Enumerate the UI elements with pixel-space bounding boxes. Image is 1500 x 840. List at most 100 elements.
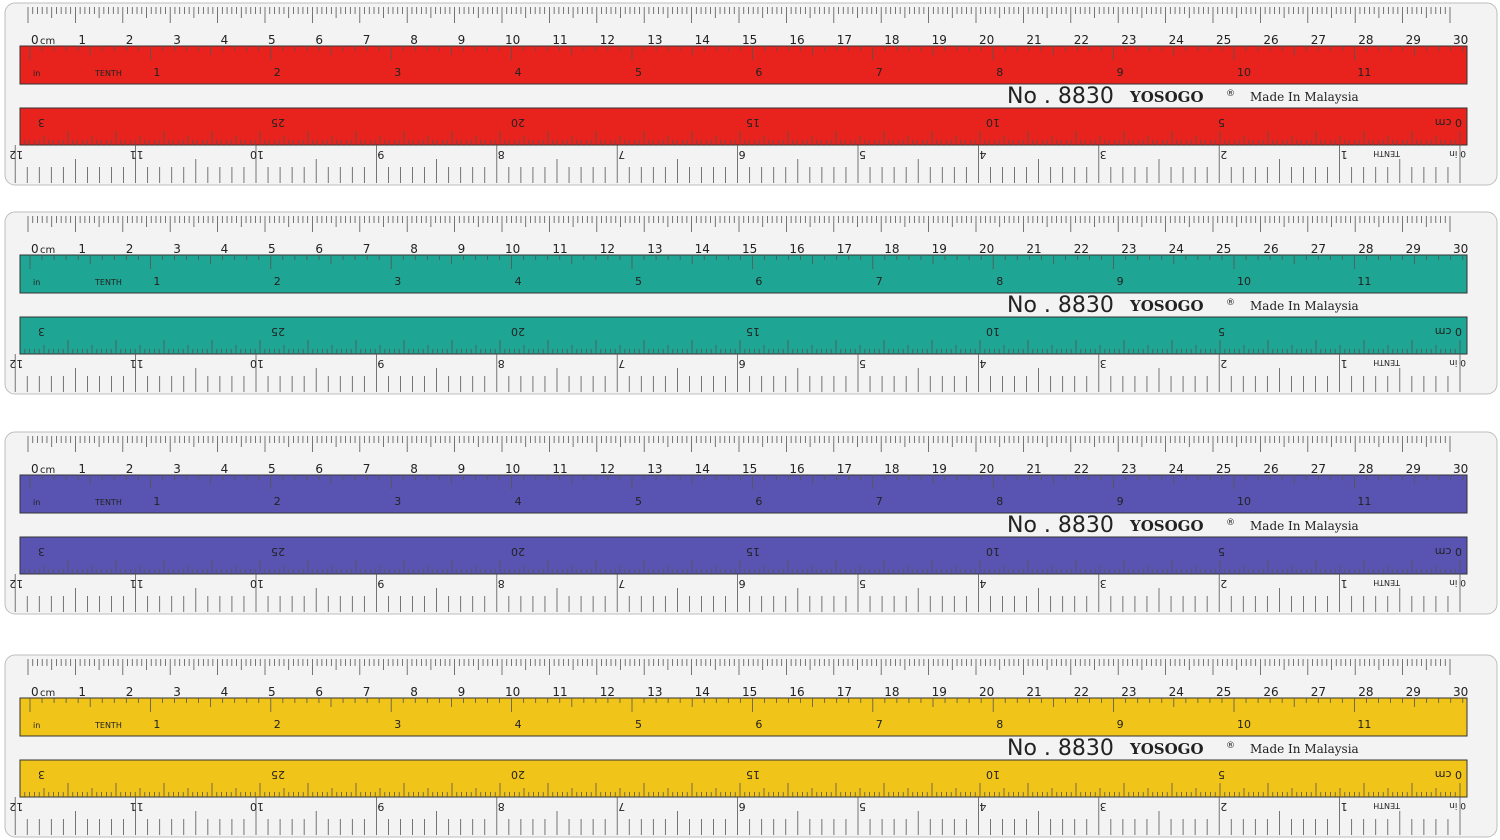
cm-label: 10: [505, 33, 520, 47]
inch-label: 2: [274, 495, 281, 508]
tenth-ticks: [29, 475, 1464, 489]
mirrored-label: 3: [38, 325, 45, 338]
cm-label: 3: [173, 462, 181, 476]
cm-unit: cm: [40, 245, 55, 256]
cm-label: 26: [1263, 242, 1278, 256]
inch-label: 9: [1117, 275, 1124, 288]
cm-label: 24: [1169, 685, 1184, 699]
cm-label: 17: [837, 33, 852, 47]
bottom-label: 4: [979, 577, 986, 590]
cm-label: 2: [126, 685, 134, 699]
bottom-label: 9: [377, 148, 384, 161]
cm-label: 14: [695, 242, 710, 256]
cm-label: 23: [1121, 242, 1136, 256]
mirrored-label: 15: [746, 768, 760, 781]
cm-label: 4: [221, 242, 229, 256]
bottom-label: 5: [859, 800, 866, 813]
tenth-ticks: [29, 46, 1464, 60]
bottom-label: 4: [979, 800, 986, 813]
bottom-label: 4: [979, 357, 986, 370]
cm-label: 13: [647, 33, 662, 47]
inch-label: 5: [635, 718, 642, 731]
cm-label: 16: [789, 33, 804, 47]
bottom-label: 11: [130, 148, 144, 161]
bottom-zero: 0 in: [1449, 800, 1466, 810]
cm-label: 17: [837, 462, 852, 476]
cm-label: 24: [1169, 462, 1184, 476]
cm-label: 4: [221, 462, 229, 476]
in-unit: in: [33, 498, 40, 507]
cm-label: 1: [78, 242, 86, 256]
tenth-label: TENTH: [94, 278, 122, 287]
cm-label: 21: [1026, 33, 1041, 47]
cm-label: 12: [600, 685, 615, 699]
cm-label: 19: [932, 33, 947, 47]
mirrored-label: 10: [986, 116, 1000, 129]
mirrored-label: 0 cm: [1435, 325, 1462, 338]
bottom-label: 8: [498, 148, 505, 161]
inch-label: 1: [153, 66, 160, 79]
inch-label: 8: [996, 275, 1003, 288]
bottom-label: 7: [618, 577, 625, 590]
cm-label: 19: [932, 462, 947, 476]
origin: Made In Malaysia: [1250, 299, 1359, 313]
cm-label: 1: [78, 685, 86, 699]
cm-label: 25: [1216, 462, 1231, 476]
tenth-label: TENTH: [94, 721, 122, 730]
mirrored-label: 20: [511, 116, 525, 129]
cm-label: 21: [1026, 242, 1041, 256]
brand-mark: ®: [1226, 298, 1235, 308]
cm-label: 28: [1358, 685, 1373, 699]
inch-label: 6: [755, 66, 762, 79]
bottom-label: 2: [1220, 357, 1227, 370]
cm-label: 30: [1453, 685, 1468, 699]
cm-unit: cm: [40, 688, 55, 699]
bottom-zero: 0 in: [1449, 357, 1466, 367]
cm-label: 22: [1074, 33, 1089, 47]
bottom-label: 6: [739, 148, 746, 161]
cm-label: 12: [600, 242, 615, 256]
cm-label: 23: [1121, 462, 1136, 476]
cm-label: 9: [458, 462, 466, 476]
inch-label: 10: [1237, 495, 1251, 508]
cm-label: 8: [410, 685, 418, 699]
inch-label: 6: [755, 495, 762, 508]
bottom-label: 2: [1220, 577, 1227, 590]
mirrored-label: 25: [271, 116, 285, 129]
cm-label: 30: [1453, 33, 1468, 47]
inch-label: 6: [755, 275, 762, 288]
bottom-label: 1: [1341, 357, 1348, 370]
bottom-label: 7: [618, 148, 625, 161]
bottom-label: 9: [377, 357, 384, 370]
brand: YOSOGO: [1129, 297, 1204, 315]
inch-label: 8: [996, 495, 1003, 508]
cm-label: 8: [410, 33, 418, 47]
cm-label: 22: [1074, 242, 1089, 256]
cm-label: 6: [315, 33, 323, 47]
cm-label: 18: [884, 462, 899, 476]
bottom-label: 3: [1100, 148, 1107, 161]
mirrored-label: 10: [986, 545, 1000, 558]
bottom-label: 10: [250, 357, 264, 370]
bottom-label: 8: [498, 577, 505, 590]
mm-ticks: [27, 216, 1451, 232]
cm-label: 14: [695, 685, 710, 699]
cm-label: 17: [837, 242, 852, 256]
color-band: [19, 316, 1468, 355]
inch-label: 7: [876, 66, 883, 79]
bottom-label: 11: [130, 357, 144, 370]
cm-label: 10: [505, 462, 520, 476]
ruler: 0 1 2 3 4 5 6 7 8 9 10 11 12 13 14 15 16 17 18 19 20 21 22 23 24…: [4, 431, 1498, 615]
cm-label: 20: [979, 685, 994, 699]
bottom-ticks: [14, 797, 1461, 835]
ruler: 0 1 2 3 4 5 6 7 8 9 10 11 12 13 14 15 16 17 18 19 20 21 22 23 24…: [4, 654, 1498, 838]
bottom-label: 7: [618, 800, 625, 813]
inch-label: 2: [274, 275, 281, 288]
cm-label: 7: [363, 33, 371, 47]
mm-ticks: [27, 7, 1451, 23]
cm-label: 19: [932, 685, 947, 699]
mirrored-label: 5: [1218, 116, 1225, 129]
ruler: 0 1 2 3 4 5 6 7 8 9 10 11 12 13 14 15 16 17 18 19 20 21 22 23 24…: [4, 2, 1498, 186]
mirrored-label: 5: [1218, 768, 1225, 781]
